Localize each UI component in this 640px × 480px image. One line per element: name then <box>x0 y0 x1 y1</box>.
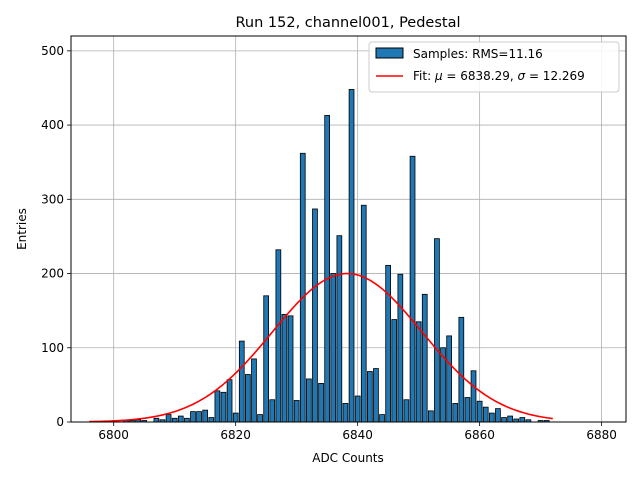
legend: Samples: RMS=11.16 Fit: μ = 6838.29, σ =… <box>368 41 620 93</box>
histogram-bar <box>501 417 507 423</box>
y-tick-label: 300 <box>41 192 64 206</box>
chart-title: Run 152, channel001, Pedestal <box>235 15 460 31</box>
histogram-bar <box>263 295 270 423</box>
x-tick-label: 6840 <box>342 428 373 442</box>
legend-box <box>368 41 620 93</box>
histogram-bar <box>165 414 172 423</box>
histogram-bar <box>202 409 209 423</box>
x-tick-label: 6800 <box>98 428 129 442</box>
histogram-bar <box>458 316 465 423</box>
legend-fit-mu-value: = 6838.29, <box>443 69 518 83</box>
histogram-bar <box>519 417 526 423</box>
x-axis-label: ADC Counts <box>312 451 384 465</box>
y-tick-label: 500 <box>41 44 64 58</box>
histogram-bar <box>379 414 385 423</box>
histogram-bar <box>220 391 227 423</box>
histogram-bar <box>312 208 318 423</box>
histogram-bar <box>342 403 349 423</box>
histogram-bar <box>269 399 276 423</box>
histogram-bar <box>446 335 452 423</box>
y-tick-label: 400 <box>41 118 64 132</box>
histogram-bar <box>391 319 398 423</box>
y-axis-label: Entries <box>15 208 29 250</box>
histogram-bar <box>470 370 477 423</box>
y-tick-label: 200 <box>41 267 64 281</box>
histogram-bar <box>275 249 282 423</box>
histogram-bar <box>153 417 160 423</box>
histogram-bar <box>373 368 379 423</box>
histogram-bar <box>452 403 459 423</box>
x-tick-label: 6860 <box>464 428 495 442</box>
histogram-bar <box>171 417 178 423</box>
histogram-bar <box>177 415 184 423</box>
histogram-bar <box>488 412 495 423</box>
histogram-bar <box>464 397 471 423</box>
histogram-bar <box>421 293 428 423</box>
legend-samples-label: Samples: RMS=11.16 <box>413 47 543 61</box>
histogram-bar <box>257 414 263 423</box>
histogram-bar <box>427 410 434 423</box>
histogram-bar <box>306 378 312 423</box>
histogram-bar <box>482 406 489 423</box>
histogram-bar <box>336 235 343 423</box>
histogram-bar <box>415 321 422 423</box>
histogram-bar <box>245 374 251 423</box>
histogram-bar <box>495 408 501 423</box>
histogram-bar <box>476 400 483 423</box>
histogram-bar <box>238 340 245 423</box>
histogram-bars <box>123 89 550 423</box>
histogram-bar <box>226 379 233 423</box>
histogram-bar <box>324 115 330 423</box>
x-tick-label: 6820 <box>220 428 251 442</box>
histogram-bar <box>293 400 300 423</box>
histogram-bar <box>208 417 215 423</box>
histogram-bar <box>190 411 196 423</box>
gaussian-fit-line <box>89 272 553 423</box>
x-axis-ticks: 6800 6820 6840 6860 6880 <box>98 422 617 442</box>
histogram-bar <box>281 313 288 423</box>
histogram-bar <box>434 238 440 423</box>
histogram-bar <box>409 155 416 423</box>
legend-samples-swatch <box>375 47 404 59</box>
histogram-bar <box>287 315 294 423</box>
histogram-bar <box>367 371 373 423</box>
legend-fit-sigma-value: = 12.269 <box>525 69 585 83</box>
histogram-bar <box>403 399 410 423</box>
legend-fit-mu-symbol: μ <box>434 69 443 83</box>
x-tick-label: 6880 <box>586 428 617 442</box>
histogram-bar <box>251 358 257 423</box>
legend-fit-prefix: Fit: <box>413 69 435 83</box>
y-tick-label: 0 <box>56 415 64 429</box>
histogram-bar <box>397 273 404 423</box>
histogram-bar <box>184 417 190 423</box>
histogram-bar <box>299 152 306 423</box>
histogram-bar <box>330 273 337 423</box>
histogram-bar <box>232 412 239 423</box>
plot-frame <box>70 35 627 423</box>
legend-fit-sigma-symbol: σ <box>518 69 526 83</box>
histogram-bar <box>385 264 391 423</box>
histogram-bar <box>360 204 367 423</box>
histogram-bar <box>348 89 355 423</box>
histogram-bar <box>354 395 361 423</box>
histogram-bar <box>196 411 202 423</box>
legend-fit-label: Fit: μ = 6838.29, σ = 12.269 <box>413 69 585 83</box>
y-tick-label: 100 <box>41 341 64 355</box>
histogram-bar <box>507 415 513 423</box>
y-axis-ticks: 0 100 200 300 400 500 <box>41 44 71 429</box>
histogram-bar <box>214 390 221 423</box>
histogram-bar <box>318 382 324 423</box>
